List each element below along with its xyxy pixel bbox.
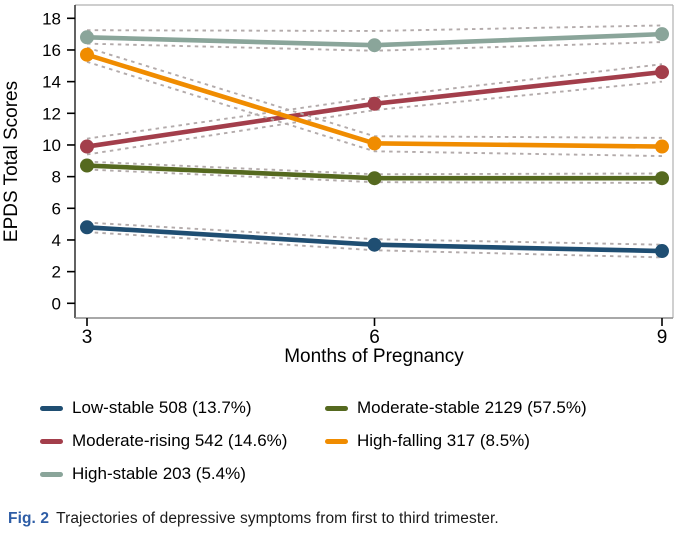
legend-label-moderate-rising: Moderate-rising 542 (14.6%)	[72, 431, 288, 450]
legend-item-moderate-stable: Moderate-stable 2129 (57.5%)	[325, 398, 678, 418]
legend-label-low-stable: Low-stable 508 (13.7%)	[72, 398, 252, 417]
legend-item-high-falling: High-falling 317 (8.5%)	[325, 431, 678, 451]
ci-ci-lower-high-falling	[86, 60, 663, 158]
legend-item-moderate-rising: Moderate-rising 542 (14.6%)	[40, 431, 325, 451]
y-tick-label: 0	[52, 294, 61, 313]
series-marker-high-falling	[80, 47, 94, 62]
y-tick-label: 12	[42, 104, 61, 123]
legend-label-high-stable: High-stable 203 (5.4%)	[72, 464, 246, 483]
series-marker-low-stable	[655, 244, 669, 259]
y-tick-label: 4	[52, 231, 61, 250]
series-marker-moderate-rising	[367, 96, 382, 111]
legend-label-moderate-stable: Moderate-stable 2129 (57.5%)	[357, 398, 587, 417]
legend-swatch-high-falling	[325, 438, 348, 444]
y-tick-label: 16	[42, 41, 61, 60]
x-axis-title: Months of Pregnancy	[284, 346, 464, 367]
caption-text: Trajectories of depressive symptoms from…	[56, 510, 499, 527]
series-marker-high-falling	[367, 136, 382, 151]
series-marker-moderate-rising	[80, 139, 94, 154]
ci-ci-upper-high-falling	[86, 46, 663, 139]
chart-canvas: 0 2 4 6 8 10 12 14 16 18 3 6 9 EPDS Total Scores Month…	[1, 4, 674, 367]
y-tick-label: 14	[42, 73, 61, 92]
legend-swatch-moderate-stable	[325, 405, 348, 411]
legend-swatch-low-stable	[40, 405, 63, 411]
y-tick-label: 10	[42, 136, 61, 155]
series-marker-moderate-rising	[655, 65, 669, 80]
x-tick-label: 6	[369, 327, 380, 348]
legend-swatch-high-stable	[40, 471, 63, 477]
series-marker-low-stable	[80, 220, 94, 235]
series-marker-moderate-stable	[80, 158, 94, 173]
chart-legend: Low-stable 508 (13.7%) Moderate-stable 21…	[0, 398, 678, 484]
epds-trajectory-chart: 0 2 4 6 8 10 12 14 16 18 3 6 9 EPDS Total Scores Month…	[1, 4, 674, 367]
y-tick-label: 18	[42, 9, 61, 28]
series-marker-high-stable	[367, 38, 382, 53]
series-marker-moderate-stable	[367, 171, 382, 186]
series-marker-high-stable	[655, 27, 669, 42]
series-marker-high-stable	[80, 30, 94, 45]
y-tick-label: 8	[52, 168, 61, 187]
series-marker-low-stable	[367, 237, 382, 252]
legend-item-high-stable: High-stable 203 (5.4%)	[40, 464, 325, 484]
y-tick-label: 6	[52, 199, 61, 218]
figure-caption: Fig. 2 Trajectories of depressive symptom…	[0, 510, 678, 528]
series-marker-high-falling	[655, 139, 669, 154]
x-tick-label: 9	[657, 327, 668, 348]
y-axis-title: EPDS Total Scores	[1, 81, 22, 242]
ci-ci-upper-high-stable	[86, 24, 663, 32]
x-tick-label: 3	[82, 327, 93, 348]
legend-swatch-moderate-rising	[40, 438, 63, 444]
series-marker-moderate-stable	[655, 171, 669, 186]
legend-label-high-falling: High-falling 317 (8.5%)	[357, 431, 530, 450]
caption-fig-label: Fig. 2	[8, 510, 50, 527]
y-tick-label: 2	[52, 263, 61, 282]
legend-item-low-stable: Low-stable 508 (13.7%)	[40, 398, 325, 418]
